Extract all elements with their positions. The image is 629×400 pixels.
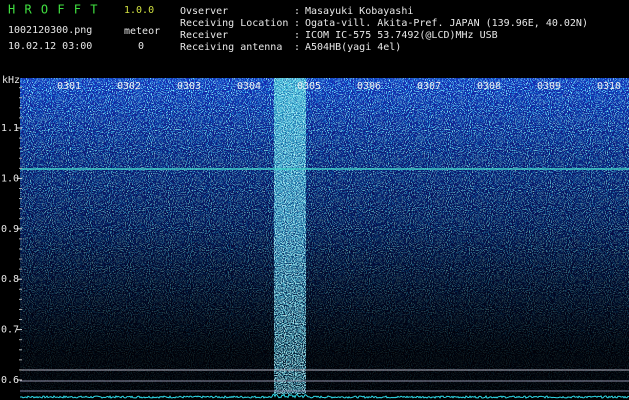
x-label: 0309 bbox=[537, 81, 561, 92]
x-label: 0303 bbox=[177, 81, 201, 92]
x-label: 0304 bbox=[237, 81, 261, 92]
meteor-band-noise bbox=[274, 78, 306, 396]
meteor-label: meteor bbox=[124, 26, 160, 37]
info-value: Masayuki Kobayashi bbox=[305, 6, 413, 17]
app-version: 1.0.0 bbox=[124, 5, 154, 16]
signal-trace bbox=[20, 392, 629, 399]
info-value: Ogata-vill. Akita-Pref. JAPAN (139.96E, … bbox=[305, 18, 588, 29]
app-name: H R O F F T bbox=[8, 3, 98, 17]
trace-bg bbox=[20, 394, 629, 400]
info-value: A504HB(yagi 4el) bbox=[305, 42, 401, 53]
x-label: 0307 bbox=[417, 81, 441, 92]
fade bbox=[20, 78, 629, 400]
y-tick-label: 0.9 bbox=[1, 224, 19, 235]
y-tick-label: 1.1 bbox=[1, 123, 19, 134]
axis-unit: kHz bbox=[2, 75, 20, 86]
spectrogram bbox=[20, 78, 629, 400]
info-label: Receiving Location bbox=[180, 18, 288, 29]
x-label: 0301 bbox=[57, 81, 81, 92]
info-separator: : bbox=[294, 18, 300, 29]
info-label: Receiver bbox=[180, 30, 228, 41]
y-tick-label: 0.6 bbox=[1, 375, 19, 386]
info-label: Receiving antenna bbox=[180, 42, 282, 53]
y-tick-label: 1.0 bbox=[1, 173, 19, 184]
x-label: 0310 bbox=[597, 81, 621, 92]
info-separator: : bbox=[294, 42, 300, 53]
info-separator: : bbox=[294, 30, 300, 41]
y-tick-label: 0.7 bbox=[1, 325, 19, 336]
datetime: 10.02.12 03:00 bbox=[8, 41, 92, 52]
x-label: 0306 bbox=[357, 81, 381, 92]
x-label: 0305 bbox=[297, 81, 321, 92]
labels: H R O F F T 1.0.0 1002120300.png meteor … bbox=[1, 3, 621, 387]
info-value: ICOM IC-575 53.7492(@LCD)MHz USB bbox=[305, 30, 498, 41]
x-label: 0302 bbox=[117, 81, 141, 92]
file-name: 1002120300.png bbox=[8, 25, 92, 36]
meteor-count: 0 bbox=[138, 41, 144, 52]
info-label: Ovserver bbox=[180, 6, 228, 17]
info-separator: : bbox=[294, 6, 300, 17]
y-tick-label: 0.8 bbox=[1, 274, 19, 285]
x-label: 0308 bbox=[477, 81, 501, 92]
